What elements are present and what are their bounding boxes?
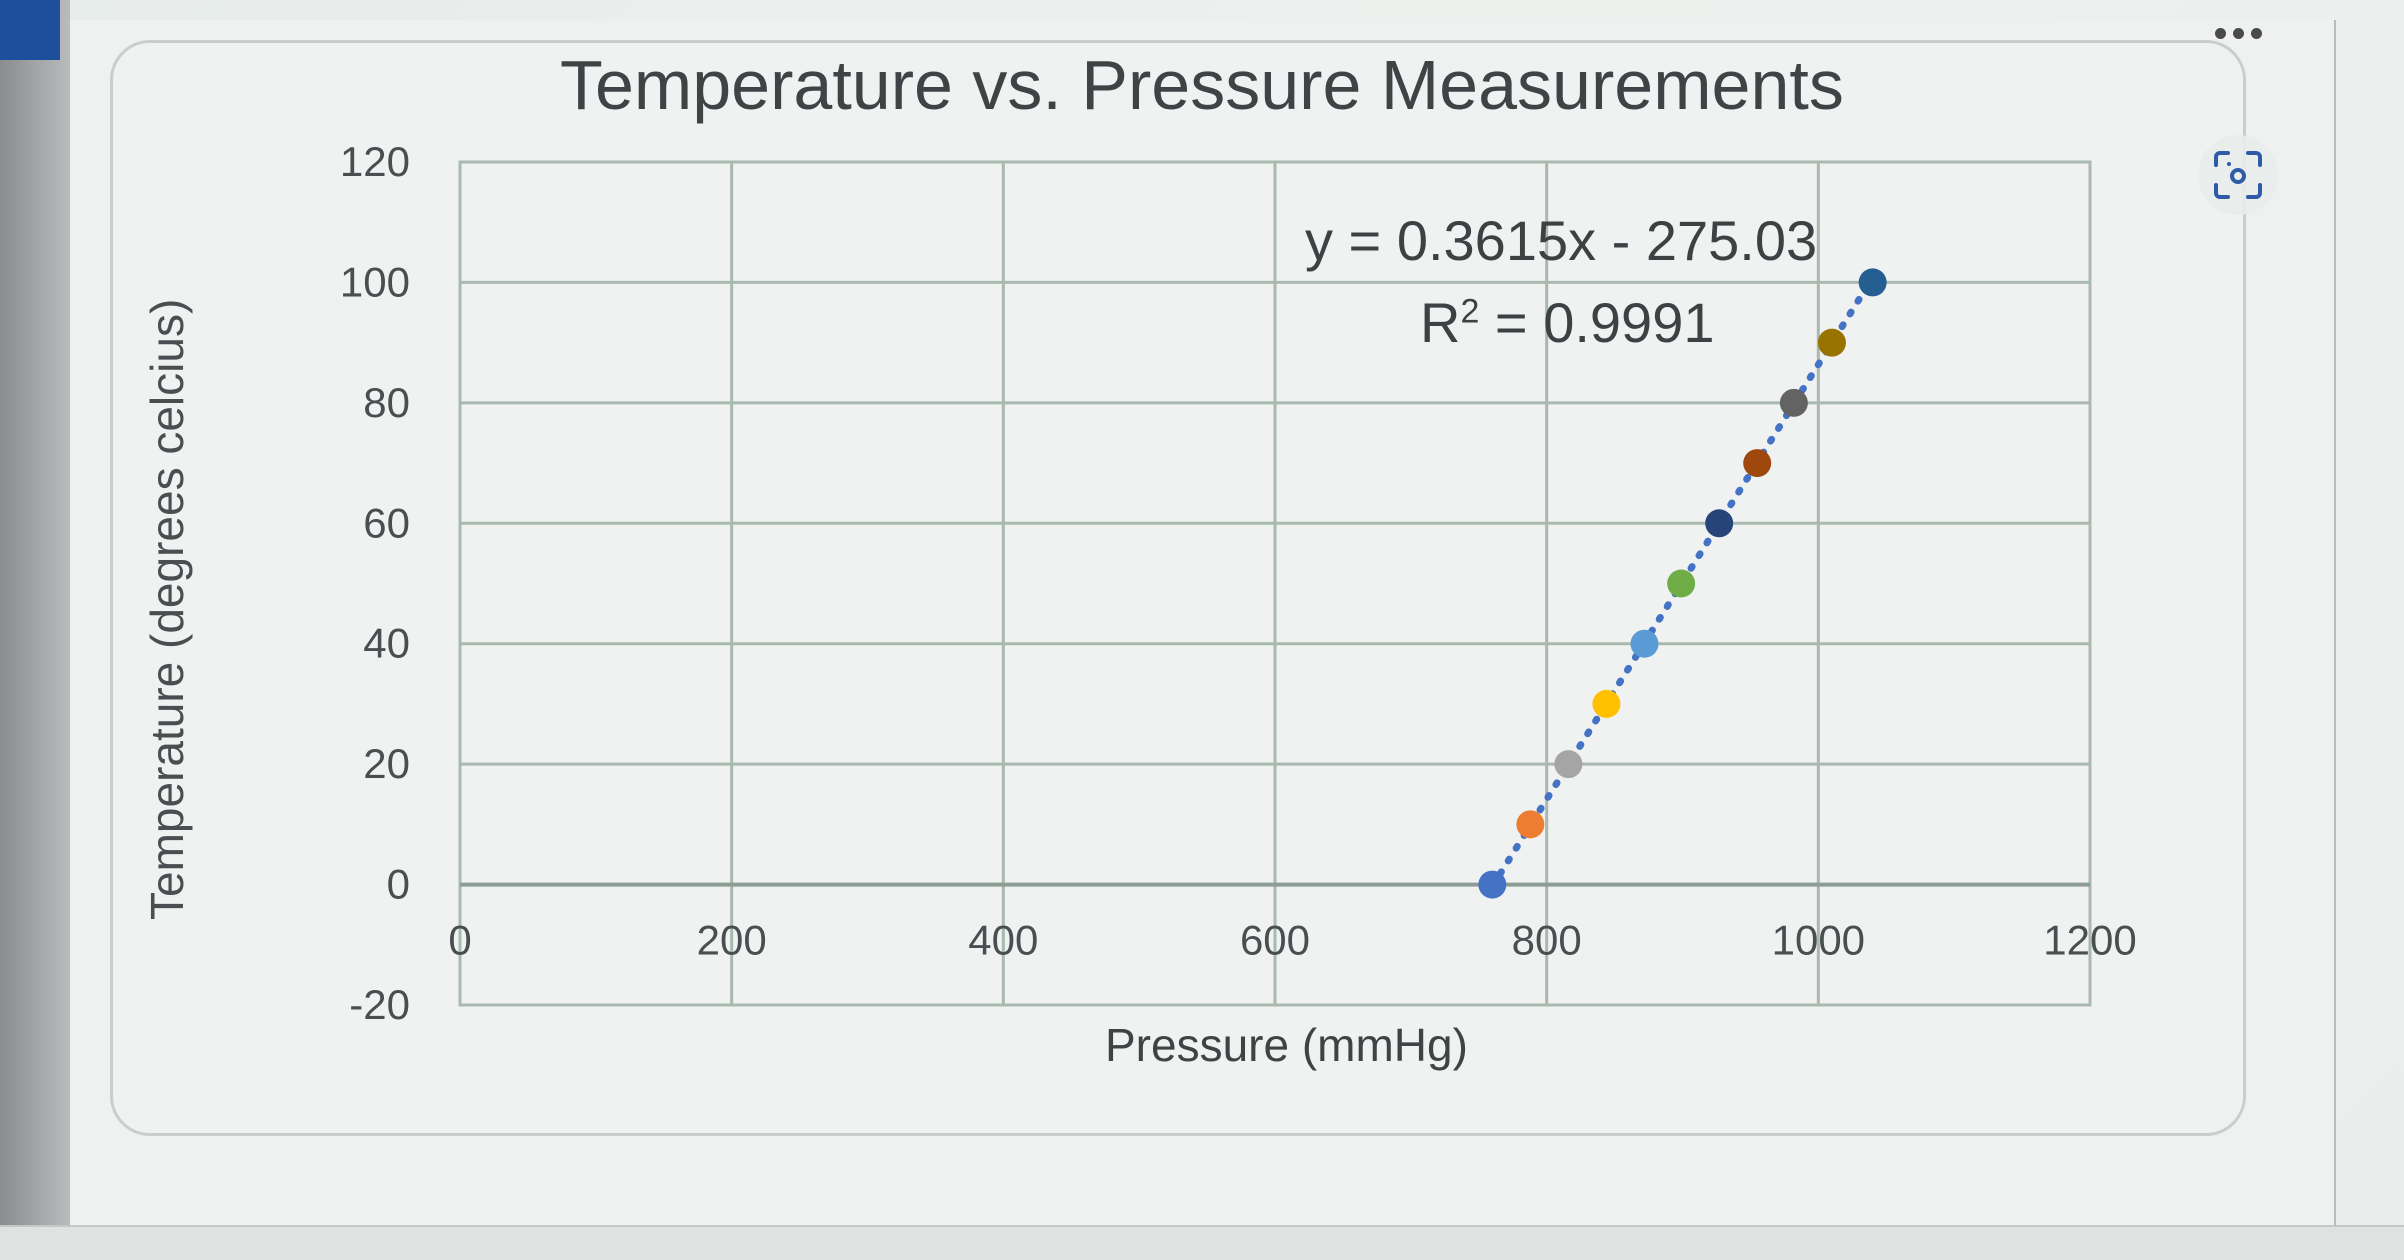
ellipsis-icon-dot [2250,27,2262,39]
x-tick-label: 600 [1240,917,1310,964]
y-tick-label: 80 [363,379,410,426]
r2-superscript: 2 [1460,292,1480,331]
left-window-accent [0,0,60,60]
y-tick-label: 100 [340,258,410,305]
y-tick-label: 20 [363,740,410,787]
data-point[interactable] [1817,328,1846,357]
data-point[interactable] [1667,569,1696,598]
more-options-button[interactable] [2208,20,2268,46]
trendline-equation: y = 0.3615x - 275.03 [1305,209,1818,272]
data-point[interactable] [1478,870,1507,899]
x-tick-label: 800 [1512,917,1582,964]
data-point[interactable] [1516,810,1545,839]
trendline [1488,261,1885,890]
y-tick-label: 120 [340,138,410,185]
left-window-edge [0,0,70,1258]
data-point[interactable] [1592,689,1621,718]
trendline-r-squared: R2 = 0.9991 [1420,290,1714,355]
y-tick-label: -20 [349,981,410,1028]
r2-prefix: R [1420,291,1461,354]
chart-card[interactable] [110,40,2246,1136]
x-tick-label: 200 [697,917,767,964]
data-point[interactable] [1779,388,1808,417]
visual-search-icon [2214,151,2262,199]
x-tick-label: 400 [968,917,1038,964]
bottom-strip [0,1225,2404,1260]
r2-value: = 0.9991 [1479,291,1715,354]
ellipsis-icon-dot [2214,27,2226,39]
gridlines [458,160,2092,1007]
x-axis-ticks: 0 200 400 600 800 1000 1200 [448,917,2136,964]
data-point[interactable] [1705,509,1734,538]
x-axis-label: Pressure (mmHg) [1105,1019,1468,1071]
y-tick-label: 60 [363,499,410,546]
y-tick-label: 0 [387,861,410,908]
data-point[interactable] [1743,449,1772,478]
ellipsis-icon-dot [2232,27,2244,39]
data-point[interactable] [1858,268,1887,297]
data-points [1478,268,1887,899]
y-axis-ticks: 120 100 80 60 40 20 0 -20 [340,138,410,1028]
chart-title: Temperature vs. Pressure Measurements [560,46,1844,124]
x-tick-label: 0 [448,917,471,964]
y-tick-label: 40 [363,620,410,667]
visual-search-button[interactable] [2198,135,2278,215]
data-point[interactable] [1554,750,1583,779]
x-tick-label: 1000 [1772,917,1865,964]
x-tick-label: 1200 [2043,917,2136,964]
data-point[interactable] [1630,629,1659,658]
